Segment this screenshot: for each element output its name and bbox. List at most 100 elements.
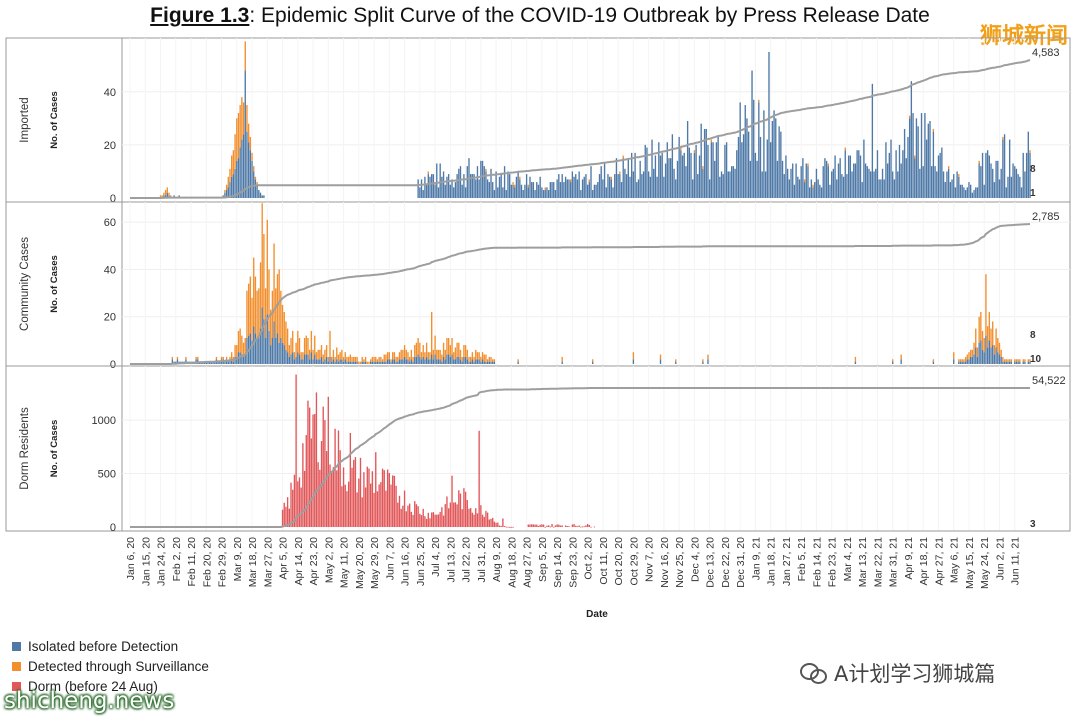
bar-isolated <box>854 163 857 198</box>
bar-dorm <box>381 468 384 527</box>
bar-isolated <box>764 171 767 198</box>
y-axis-label: No. of Cases <box>49 255 60 313</box>
bar-isolated <box>558 174 560 198</box>
bar-dorm <box>553 526 555 528</box>
bar-surveillance <box>424 352 426 360</box>
bar-isolated <box>451 354 453 364</box>
bar-surveillance <box>229 356 231 360</box>
bar-isolated <box>492 182 494 198</box>
bar-surveillance <box>310 330 313 353</box>
bar-surveillance <box>195 356 197 360</box>
bar-isolated <box>1019 361 1021 364</box>
bar-isolated <box>853 163 855 198</box>
bar-isolated <box>517 171 519 198</box>
watermark-bottom-left: shicheng.news <box>4 688 175 714</box>
bar-isolated <box>707 359 709 364</box>
bar-isolated <box>1002 139 1004 198</box>
bar-dorm <box>541 524 543 527</box>
bar-isolated <box>312 359 314 364</box>
bar-isolated <box>892 171 894 198</box>
bar-isolated <box>444 359 446 364</box>
bar-dorm <box>532 524 535 527</box>
bar-dorm <box>554 525 557 527</box>
x-tick-label: Jun 16, 20 <box>400 537 412 586</box>
bar-isolated <box>219 361 221 364</box>
y-axis-label: No. of Cases <box>49 91 60 149</box>
bar-isolated <box>210 361 213 364</box>
bar-isolated <box>458 168 460 198</box>
bar-surveillance <box>390 359 392 362</box>
bar-surveillance <box>410 349 413 360</box>
bar-isolated <box>949 182 952 198</box>
bar-surveillance <box>659 354 662 360</box>
bar-dorm <box>531 524 533 527</box>
bar-dorm <box>356 492 358 527</box>
bar-isolated <box>849 155 852 198</box>
bar-isolated <box>863 139 865 198</box>
bar-surveillance <box>415 342 418 357</box>
bar-isolated <box>761 171 763 198</box>
bar-isolated <box>932 131 935 198</box>
bar-isolated <box>719 176 721 198</box>
bar-isolated <box>529 176 531 198</box>
y-axis-label: No. of Cases <box>49 420 60 478</box>
bar-dorm <box>366 466 368 527</box>
bar-isolated <box>995 347 997 364</box>
bar-dorm <box>500 525 502 527</box>
bar-dorm <box>436 514 438 527</box>
bar-surveillance <box>185 356 187 360</box>
bar-isolated <box>473 361 475 364</box>
bar-isolated <box>576 179 579 198</box>
bar-surveillance <box>544 187 546 191</box>
bar-surveillance <box>246 105 248 132</box>
bar-isolated <box>536 182 538 198</box>
bar-isolated <box>224 361 226 364</box>
bar-dorm <box>441 507 443 527</box>
bar-dorm <box>380 482 382 527</box>
bar-isolated <box>937 155 940 198</box>
bar-isolated <box>561 174 563 198</box>
bar-isolated <box>1029 152 1031 198</box>
bar-isolated <box>815 168 818 198</box>
bar-isolated <box>1020 187 1023 198</box>
bar-isolated <box>242 134 245 198</box>
x-tick-label: May 29, 20 <box>369 537 381 589</box>
bar-isolated <box>692 179 694 198</box>
x-tick-label: Apr 9, 21 <box>903 537 915 580</box>
bar-surveillance <box>1017 359 1019 362</box>
bar-isolated <box>227 361 229 364</box>
bar-isolated <box>722 174 724 198</box>
bar-isolated <box>463 174 465 198</box>
bar-surveillance <box>1003 359 1006 362</box>
bar-surveillance <box>446 338 448 355</box>
bar-isolated <box>276 333 279 364</box>
bar-surveillance <box>710 139 713 143</box>
y-tick-label: 0 <box>110 359 116 371</box>
bar-surveillance <box>397 356 399 362</box>
bar-isolated <box>524 184 526 198</box>
bar-surveillance <box>471 352 474 360</box>
bar-surveillance <box>978 316 980 343</box>
bar-isolated <box>976 187 979 198</box>
bar-isolated <box>515 176 518 198</box>
bar-isolated <box>959 184 962 198</box>
bar-isolated <box>414 356 416 364</box>
bar-isolated <box>585 174 587 198</box>
bar-isolated <box>464 187 467 198</box>
bar-surveillance <box>914 155 916 159</box>
bar-isolated <box>959 361 962 364</box>
bar-surveillance <box>266 219 268 315</box>
bar-dorm <box>427 512 429 527</box>
bar-surveillance <box>244 41 246 71</box>
bar-surveillance <box>1002 136 1004 140</box>
bar-isolated <box>259 328 262 364</box>
bar-isolated <box>476 166 479 198</box>
bar-isolated <box>664 163 667 198</box>
bar-surveillance <box>168 192 170 196</box>
bar-dorm <box>425 518 428 527</box>
bar-isolated <box>912 113 914 198</box>
bar-surveillance <box>958 174 960 177</box>
bar-surveillance <box>961 359 963 362</box>
bar-isolated <box>702 361 704 364</box>
bar-isolated <box>485 171 487 198</box>
